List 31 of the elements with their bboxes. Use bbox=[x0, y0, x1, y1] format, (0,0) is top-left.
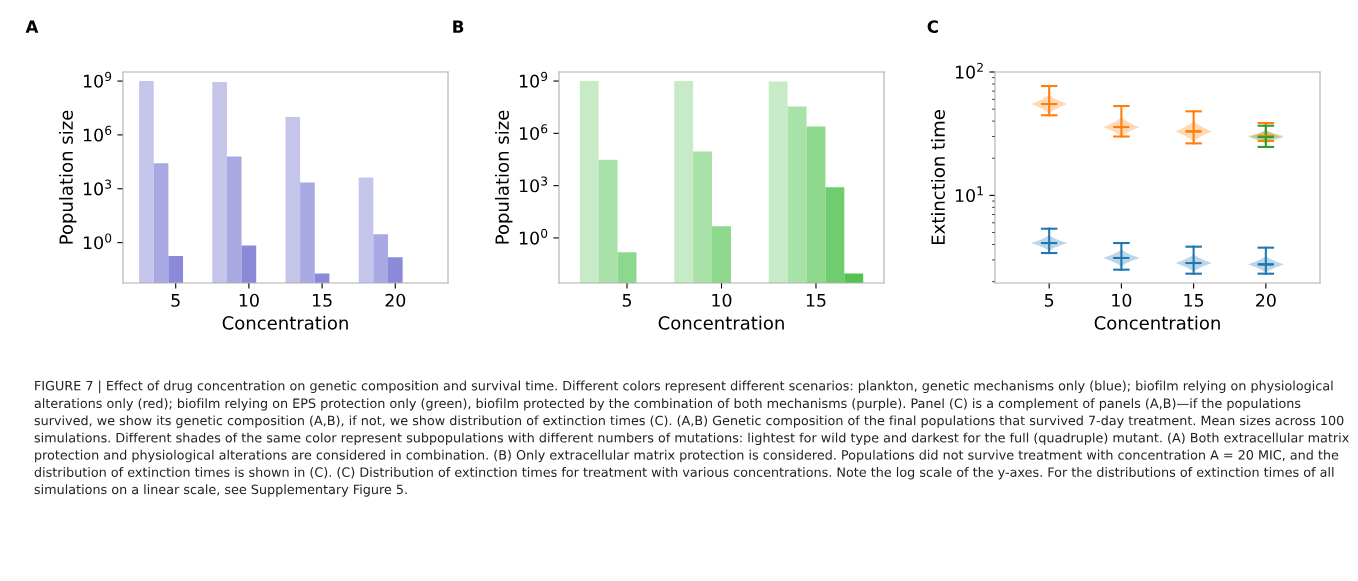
x-tick-label: 15 bbox=[1184, 293, 1204, 307]
caption: FIGURE 7 | Effect of drug concentration on genetic composition and survival time. Different colors represent different scenarios: plankton, genetic mechanisms only (blue); biofilm relying on physiological alterations only (red); biofilm relying on EPS protection only (green), biofilm protected by the combination of both mechanisms (purple). Panel (C) is a complement of panels (A,B)—if the populations survived, we show its genetic composition (A,B), if not, we show distribution of extinction times (C). (A,B) Genetic composition of the final populations that survived 7-day treatment. Mean sizes across 100 simulations. Different shades of the same color represent subpopulations with different numbers of mutations: lightest for wild type and darkest for the full (quadruple) mutant. (A) Both extracellular matrix protection and physiological alterations are considered in combination. (B) Only extracellular matrix protection is considered. Populations did not survive treatment with concentration A = 20 MIC, and the distribution of extinction times is shown in (C). (C) Distribution of extinction times for treatment with various concentrations. Note the log scale of the y-axes. For the distributions of extinction times of all simulations on a linear scale, see Supplementary Figure 5. bbox=[34, 380, 1349, 497]
y-tick-label: 10$^{3}$ bbox=[83, 179, 112, 196]
x-tick-label: 10 bbox=[712, 293, 732, 307]
x-axis-title: Concentration bbox=[1094, 315, 1220, 330]
y-tick-label: 10$^{9}$ bbox=[519, 71, 548, 88]
x-tick-label: 5 bbox=[171, 293, 180, 307]
y-tick-label: 10$^{1}$ bbox=[955, 186, 983, 203]
x-tick-label: 10 bbox=[239, 293, 259, 307]
chart-title: A bbox=[25, 20, 39, 33]
y-axis-title: Population size bbox=[59, 110, 77, 244]
y-tick-label: 10$^{6}$ bbox=[83, 125, 112, 142]
x-tick-label: 20 bbox=[385, 293, 406, 307]
y-tick-label: 10$^{2}$ bbox=[955, 62, 983, 79]
x-tick-label: 5 bbox=[1044, 293, 1054, 307]
x-tick-label: 10 bbox=[1112, 293, 1132, 307]
y-tick-label: 10$^{0}$ bbox=[83, 233, 112, 250]
x-tick-label: 15 bbox=[806, 293, 826, 307]
x-tick-label: 20 bbox=[1256, 293, 1276, 307]
x-tick-label: 5 bbox=[622, 293, 632, 307]
x-axis-title: Concentration bbox=[658, 315, 784, 330]
y-tick-label: 10$^{9}$ bbox=[83, 71, 112, 88]
chart-title: C bbox=[927, 20, 938, 33]
chart-title: B bbox=[453, 20, 464, 33]
y-tick-label: 10$^{3}$ bbox=[519, 176, 548, 193]
y-axis-title: Extinction time bbox=[931, 110, 945, 245]
y-tick-label: 10$^{6}$ bbox=[519, 124, 548, 141]
y-tick-label: 10$^{0}$ bbox=[519, 228, 548, 245]
y-axis-title: Population size bbox=[495, 110, 513, 244]
x-tick-label: 15 bbox=[312, 293, 332, 307]
x-axis-title: Concentration bbox=[222, 315, 348, 330]
